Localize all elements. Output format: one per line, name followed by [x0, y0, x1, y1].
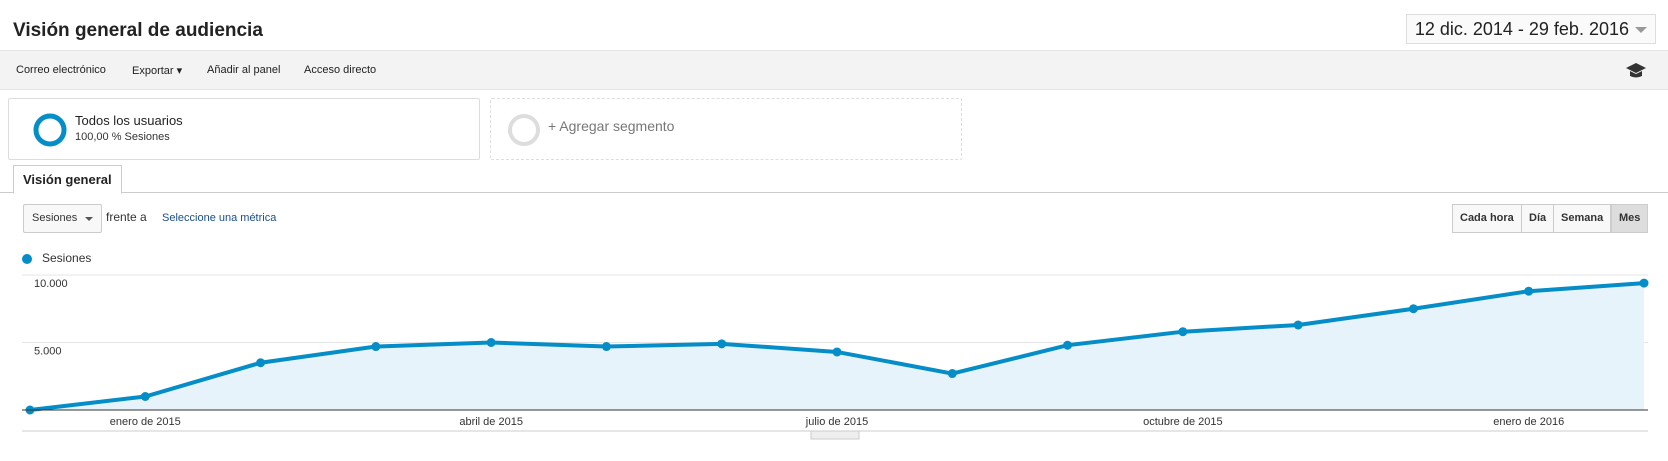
y-tick-label: 10.000	[34, 278, 68, 290]
area	[30, 283, 1644, 410]
date-range[interactable]: 12 dic. 2014 - 29 feb. 2016	[1405, 14, 1656, 44]
granularity-week[interactable]: Semana	[1553, 204, 1612, 233]
x-tick-label: abril de 2015	[459, 416, 523, 428]
segment-detail: 100,00 % Sesiones	[75, 131, 170, 143]
point	[1293, 320, 1303, 330]
segment-all[interactable]: Todos los usuarios 100,00 % Sesiones	[8, 98, 480, 160]
x-tick-label: octubre de 2015	[1143, 416, 1223, 428]
point	[1063, 340, 1073, 350]
page-title: Visión general de audiencia	[13, 20, 263, 41]
toolbar-add[interactable]: Añadir al panel	[207, 64, 281, 76]
point	[1178, 327, 1188, 337]
point	[601, 342, 611, 352]
metric-select[interactable]: Sesiones	[23, 204, 103, 233]
versus: frente a	[106, 210, 147, 224]
legend-label: Sesiones	[42, 251, 92, 265]
point	[1524, 286, 1534, 296]
granularity-day[interactable]: Día	[1521, 204, 1555, 233]
legend-dot-box	[22, 254, 32, 264]
point	[256, 358, 266, 368]
segment-ring	[33, 113, 67, 147]
x-tick-label: enero de 2015	[110, 416, 181, 428]
segment-add[interactable]: + Agregar segmento	[490, 98, 962, 160]
point	[947, 369, 957, 379]
point	[717, 339, 727, 349]
collapse-handle	[810, 430, 860, 440]
tab[interactable]: Visión general	[13, 165, 122, 194]
toolbar-export-label: Exportar	[132, 65, 174, 77]
learn-icon[interactable]	[1624, 62, 1648, 80]
toolbar	[0, 50, 1668, 90]
segment-name: Todos los usuarios	[75, 113, 183, 128]
select-metric[interactable]: Seleccione una métrica	[162, 212, 277, 224]
point	[486, 338, 496, 347]
segment-add-label: + Agregar segmento	[548, 118, 675, 134]
toolbar-email[interactable]: Correo electrónico	[16, 64, 106, 76]
legend-dot	[22, 254, 32, 264]
chart: 5.000 10.000 enero de 2015 abril de 2015 jul…	[22, 274, 1649, 440]
point	[140, 392, 150, 401]
point	[1639, 278, 1649, 288]
toolbar-shortcut[interactable]: Acceso directo	[304, 64, 377, 76]
granularity-month[interactable]: Mes	[1611, 204, 1649, 233]
x-tick-label: julio de 2015	[805, 416, 868, 428]
point	[832, 347, 842, 357]
point	[371, 342, 381, 352]
segment-ring-empty	[508, 114, 540, 146]
tab-line	[0, 192, 1668, 193]
toolbar-export[interactable]: Exportar ▾	[132, 65, 183, 77]
point	[1408, 304, 1418, 314]
x-tick-label: enero de 2016	[1493, 416, 1564, 428]
granularity-hour[interactable]: Cada hora	[1452, 204, 1522, 233]
y-tick-label: 5.000	[34, 346, 62, 358]
